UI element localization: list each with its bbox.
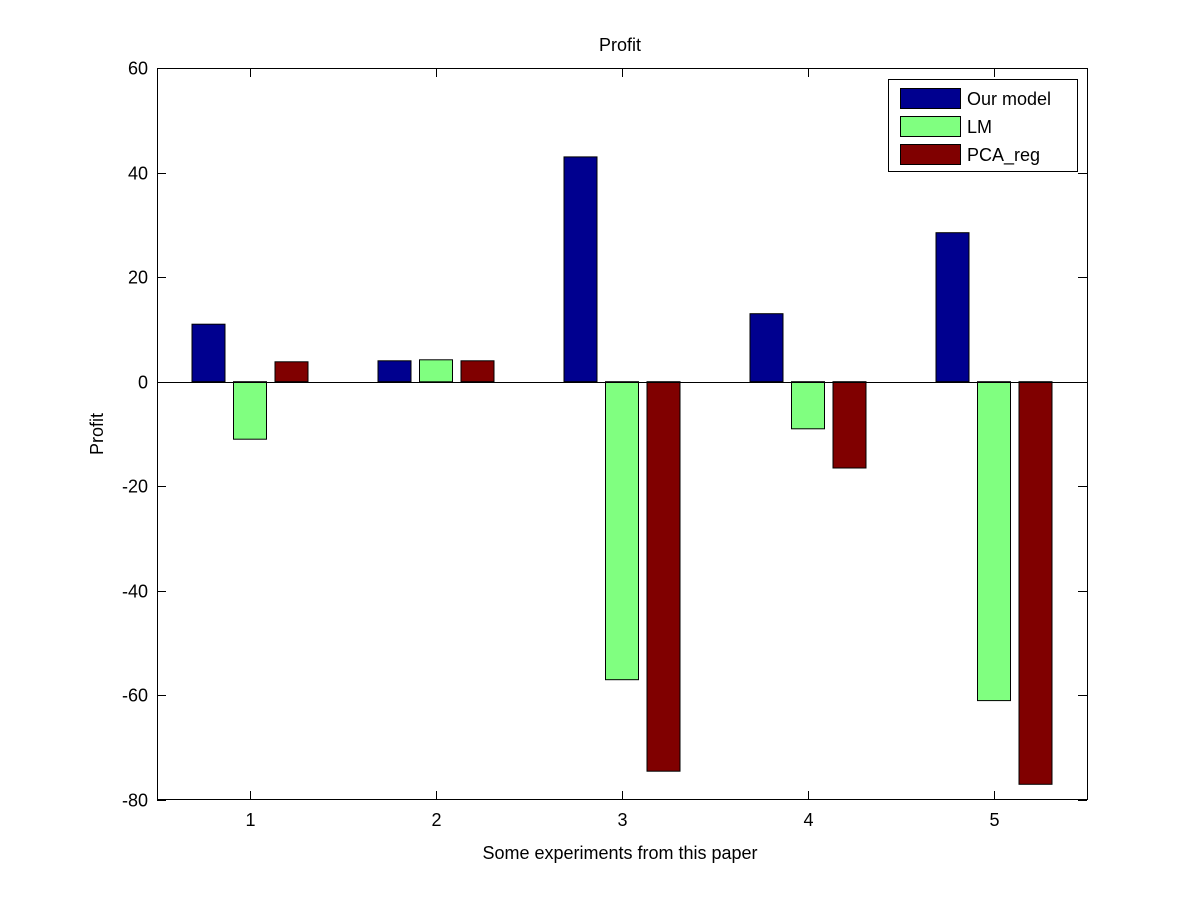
bar-pca-reg-3 — [646, 381, 681, 772]
legend-label: PCA_reg — [967, 145, 1040, 166]
y-tick-label: 20 — [128, 268, 148, 288]
x-tick-label: 4 — [803, 810, 813, 830]
y-tick-label: -60 — [122, 686, 148, 706]
bar-lm-2 — [419, 359, 453, 383]
x-axis: 1 2 3 4 5 — [245, 68, 1000, 830]
bar-lm-3 — [605, 381, 639, 681]
legend-swatch — [900, 88, 961, 109]
bar-pca-reg-4 — [832, 381, 867, 469]
y-tick-label: -80 — [122, 791, 148, 811]
bar-pca-reg-2 — [460, 360, 495, 383]
x-tick-label: 1 — [245, 810, 255, 830]
x-tick-label: 3 — [617, 810, 627, 830]
bar-our-model-4 — [749, 313, 784, 383]
bar-our-model-1 — [191, 323, 226, 383]
chart-title: Profit — [599, 35, 641, 55]
y-tick-label: 0 — [138, 373, 148, 393]
y-tick-label: 60 — [128, 59, 148, 79]
x-axis-label: Some experiments from this paper — [482, 843, 757, 863]
legend: Our model LM PCA_reg — [888, 79, 1078, 172]
bar-pca-reg-1 — [274, 361, 309, 383]
y-tick-label: 40 — [128, 164, 148, 184]
bar-our-model-5 — [935, 232, 970, 383]
x-tick-label: 2 — [431, 810, 441, 830]
y-tick-label: -20 — [122, 477, 148, 497]
x-tick-label: 5 — [989, 810, 999, 830]
legend-label: Our model — [967, 89, 1051, 109]
bar-lm-5 — [977, 381, 1011, 702]
bar-our-model-2 — [377, 360, 412, 383]
legend-swatch — [900, 116, 961, 137]
y-axis: -80 -60 -40 -20 0 20 40 60 — [122, 59, 1087, 811]
legend-swatch — [900, 144, 961, 165]
legend-label: LM — [967, 117, 992, 137]
bar-lm-1 — [233, 381, 267, 440]
y-axis-label: Profit — [87, 413, 107, 455]
bar-pca-reg-5 — [1018, 381, 1053, 785]
bar-our-model-3 — [563, 156, 598, 383]
bar-lm-4 — [791, 381, 825, 430]
y-tick-label: -40 — [122, 582, 148, 602]
bars-group — [191, 156, 1053, 785]
